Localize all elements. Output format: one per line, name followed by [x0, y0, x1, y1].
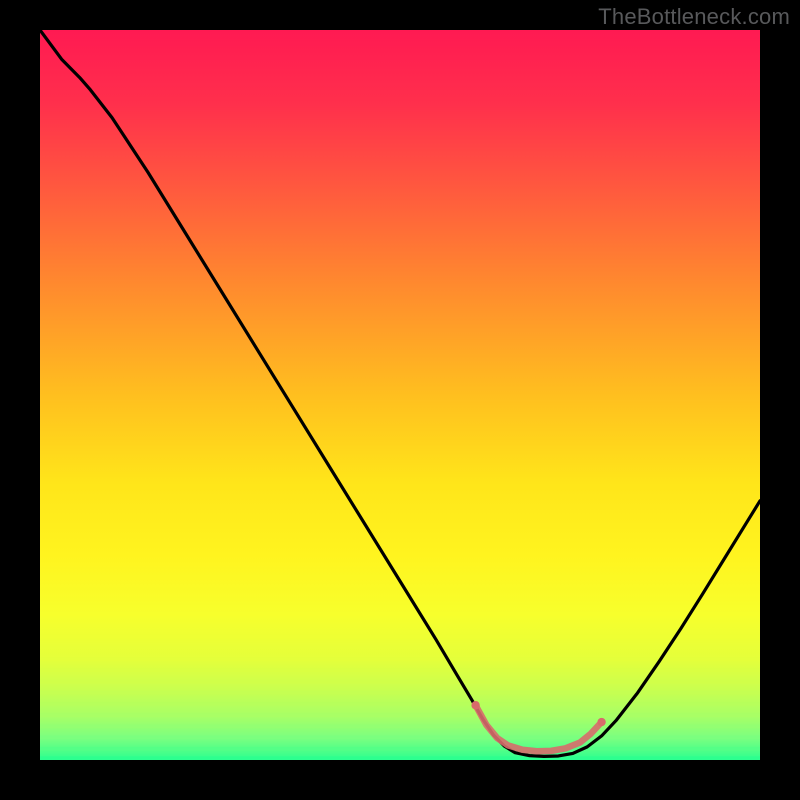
- optimum-range-endpoint: [471, 701, 479, 709]
- gradient-background: [40, 30, 760, 760]
- gradient-band: [40, 657, 760, 661]
- plot-svg: [40, 30, 760, 760]
- optimum-range-endpoint: [597, 718, 605, 726]
- gradient-band: [40, 747, 760, 751]
- chart-frame: TheBottleneck.com: [0, 0, 800, 800]
- plot-area: [40, 30, 760, 760]
- gradient-band: [40, 736, 760, 740]
- gradient-band: [40, 680, 760, 684]
- gradient-band: [40, 725, 760, 729]
- gradient-band: [40, 702, 760, 706]
- watermark-text: TheBottleneck.com: [598, 4, 790, 30]
- gradient-band: [40, 713, 760, 717]
- gradient-band: [40, 623, 760, 627]
- gradient-band: [40, 756, 760, 760]
- gradient-band: [40, 635, 760, 639]
- gradient-band: [40, 612, 760, 616]
- gradient-band: [40, 691, 760, 695]
- gradient-band: [40, 646, 760, 650]
